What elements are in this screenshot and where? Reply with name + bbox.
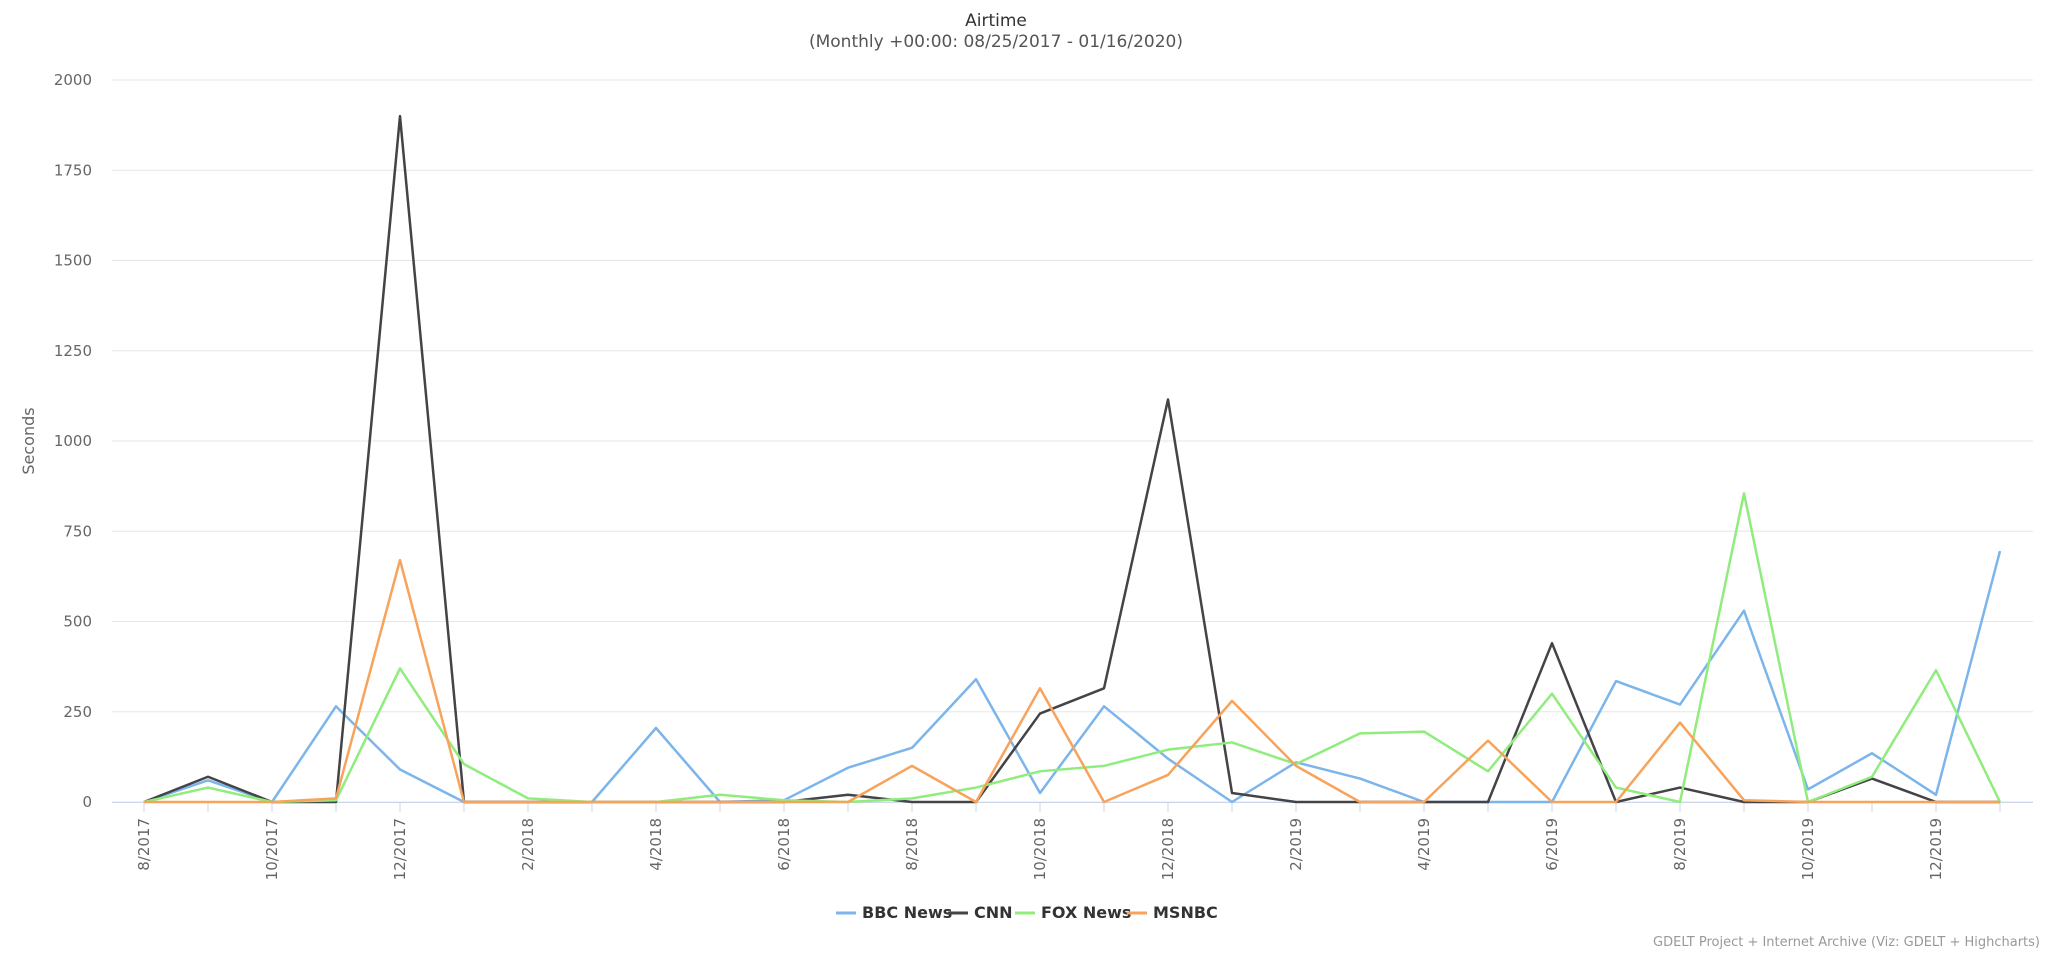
x-tick-label: 4/2018: [647, 818, 665, 871]
series-line: [143, 114, 2000, 804]
x-tick-label: 10/2019: [1799, 818, 1817, 880]
x-tick-label: 8/2018: [903, 818, 921, 871]
x-tick-label: 4/2019: [1415, 818, 1433, 871]
x-tick-label: 2/2018: [519, 818, 537, 871]
legend-label: CNN: [974, 903, 1013, 922]
y-tick-label: 2000: [54, 71, 92, 89]
series-line: [143, 550, 2002, 804]
y-tick-label: 0: [82, 793, 92, 811]
y-tick-label: 750: [63, 522, 92, 540]
x-tick-label: 8/2019: [1671, 818, 1689, 871]
y-axis-title: Seconds: [19, 407, 38, 474]
y-tick-label: 1750: [54, 161, 92, 179]
y-tick-label: 1000: [54, 432, 92, 450]
x-tick-label: 12/2017: [391, 818, 409, 880]
chart-title: Airtime: [965, 11, 1027, 31]
x-tick-label: 10/2018: [1031, 818, 1049, 880]
legend-label: BBC News: [862, 903, 952, 922]
x-tick-label: 12/2018: [1159, 818, 1177, 880]
x-tick-label: 12/2019: [1927, 818, 1945, 880]
series-line: [144, 558, 2000, 804]
series-line: [143, 492, 2002, 804]
legend-label: MSNBC: [1153, 903, 1218, 922]
chart-subtitle: (Monthly +00:00: 08/25/2017 - 01/16/2020…: [809, 32, 1183, 52]
x-tick-label: 10/2017: [263, 818, 281, 880]
x-tick-label: 6/2019: [1543, 818, 1561, 871]
y-tick-label: 1250: [54, 342, 92, 360]
x-tick-label: 8/2017: [135, 818, 153, 871]
legend-label: FOX News: [1041, 903, 1131, 922]
y-tick-label: 1500: [54, 252, 92, 270]
x-tick-label: 6/2018: [775, 818, 793, 871]
y-tick-label: 250: [63, 703, 92, 721]
y-tick-label: 500: [63, 613, 92, 631]
credits: GDELT Project + Internet Archive (Viz: G…: [1653, 935, 2040, 950]
x-tick-label: 2/2019: [1287, 818, 1305, 871]
